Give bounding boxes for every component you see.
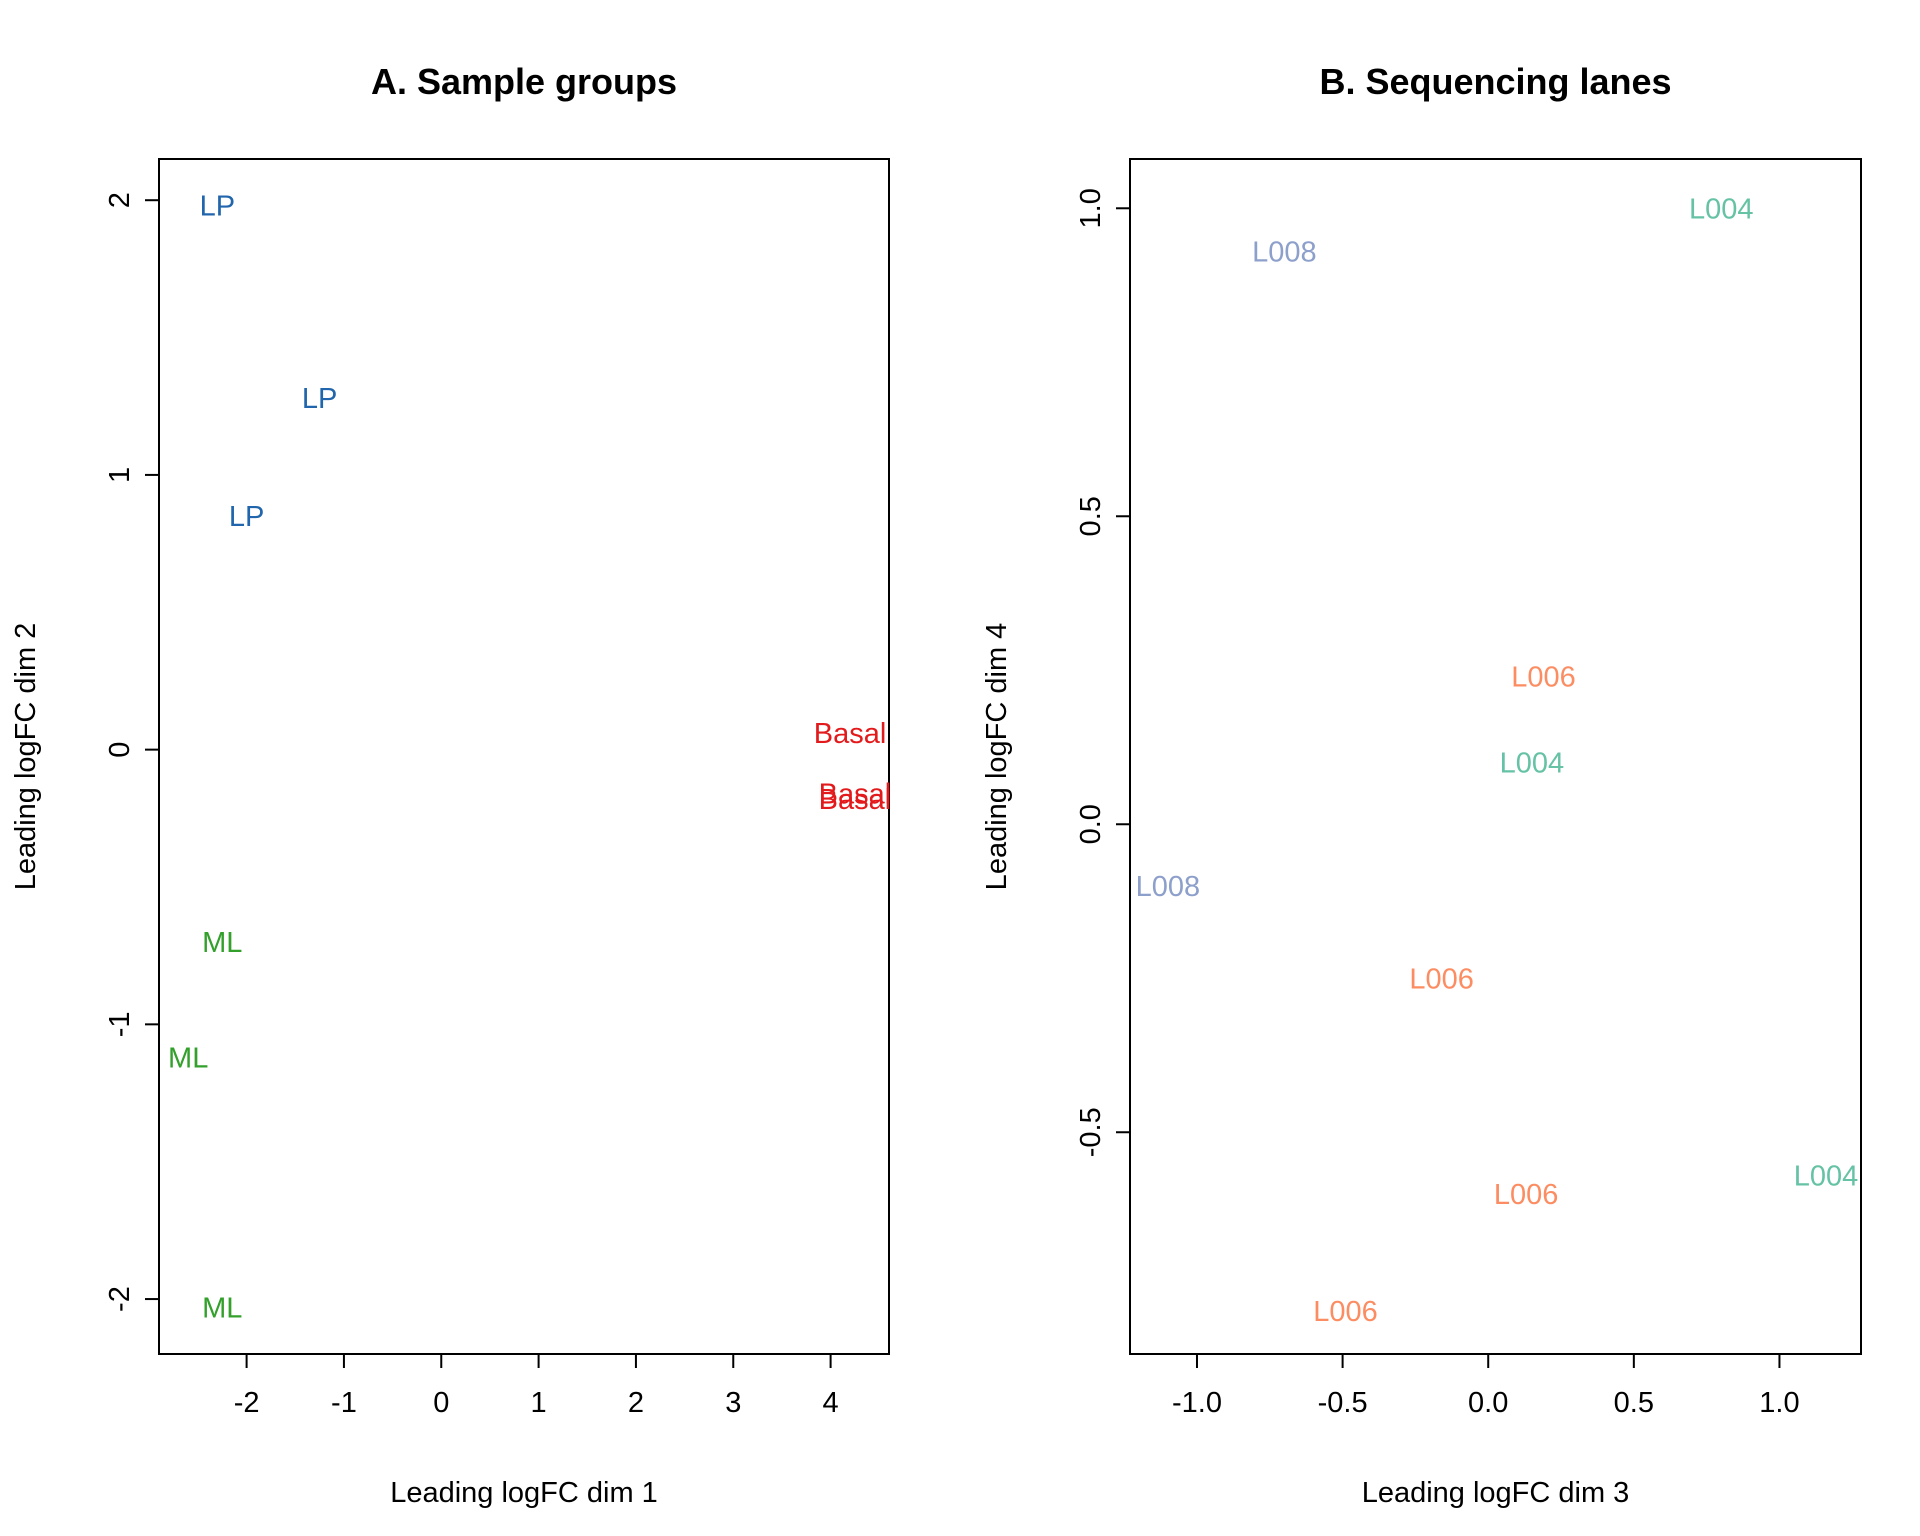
point-label: L008 <box>1252 236 1317 268</box>
chart-title: A. Sample groups <box>371 61 677 102</box>
y-tick-label: 0 <box>104 742 136 758</box>
point-label: Basal <box>814 718 887 750</box>
x-tick-label: 0.5 <box>1614 1387 1654 1419</box>
y-tick-label: -1 <box>104 1011 136 1037</box>
point-label: L006 <box>1313 1296 1378 1328</box>
chart-title: B. Sequencing lanes <box>1319 61 1671 102</box>
x-tick-label: -2 <box>234 1387 260 1419</box>
x-axis: -1.0 -0.5 0.0 0.5 1.0 <box>1172 1354 1800 1419</box>
y-axis: -2 -1 0 1 2 <box>104 192 159 1312</box>
point-label: L006 <box>1409 963 1474 995</box>
y-tick-label: -2 <box>104 1286 136 1312</box>
x-tick-label: 0 <box>433 1387 449 1419</box>
x-tick-label: 0.0 <box>1468 1387 1508 1419</box>
plot-frame <box>1129 158 1862 1355</box>
point-label: Basal <box>819 784 892 816</box>
point-label: LP <box>229 501 264 533</box>
x-tick-label: -0.5 <box>1318 1387 1368 1419</box>
y-axis-label: Leading logFC dim 4 <box>981 623 1013 891</box>
point-label: LP <box>200 191 235 223</box>
x-tick-label: -1.0 <box>1172 1387 1222 1419</box>
point-label: L006 <box>1511 661 1576 693</box>
y-tick-label: 1 <box>104 467 136 483</box>
y-tick-label: -0.5 <box>1075 1107 1107 1157</box>
point-label: ML <box>202 1292 242 1324</box>
point-label: L004 <box>1689 193 1754 225</box>
y-axis-label: Leading logFC dim 2 <box>10 623 42 891</box>
point-label: ML <box>202 927 242 959</box>
point-label: L006 <box>1494 1179 1559 1211</box>
point-label: L004 <box>1794 1160 1859 1192</box>
x-tick-label: 2 <box>628 1387 644 1419</box>
point-label: L008 <box>1136 871 1201 903</box>
x-axis-label: Leading logFC dim 1 <box>390 1477 658 1509</box>
point-label: Basal <box>819 779 892 811</box>
y-tick-label: 0.0 <box>1075 804 1107 844</box>
panel-sequencing-lanes: B. Sequencing lanes -1.0 -0.5 0.0 0.5 1.0 -0… <box>981 61 1862 1509</box>
x-tick-label: 3 <box>725 1387 741 1419</box>
point-label: LP <box>302 383 337 415</box>
point-label: L004 <box>1500 748 1565 780</box>
y-axis: -0.5 0.0 0.5 1.0 <box>1075 188 1130 1157</box>
plot-frame <box>158 158 890 1355</box>
x-tick-label: 1.0 <box>1759 1387 1799 1419</box>
x-axis: -2 -1 0 1 2 3 4 <box>234 1354 839 1419</box>
x-tick-label: 4 <box>823 1387 839 1419</box>
x-tick-label: -1 <box>331 1387 357 1419</box>
data-points: L004 L008 L006 L004 L008 L006 L004 L006 L006 <box>1136 193 1859 1328</box>
x-tick-label: 1 <box>531 1387 547 1419</box>
x-axis-label: Leading logFC dim 3 <box>1362 1477 1630 1509</box>
y-tick-label: 0.5 <box>1075 496 1107 536</box>
point-label: ML <box>168 1042 208 1074</box>
y-tick-label: 2 <box>104 192 136 208</box>
panel-sample-groups: A. Sample groups -2 -1 0 1 2 3 4 -2 -1 0 1 2 LP LP L… <box>10 61 891 1509</box>
y-tick-label: 1.0 <box>1075 188 1107 228</box>
